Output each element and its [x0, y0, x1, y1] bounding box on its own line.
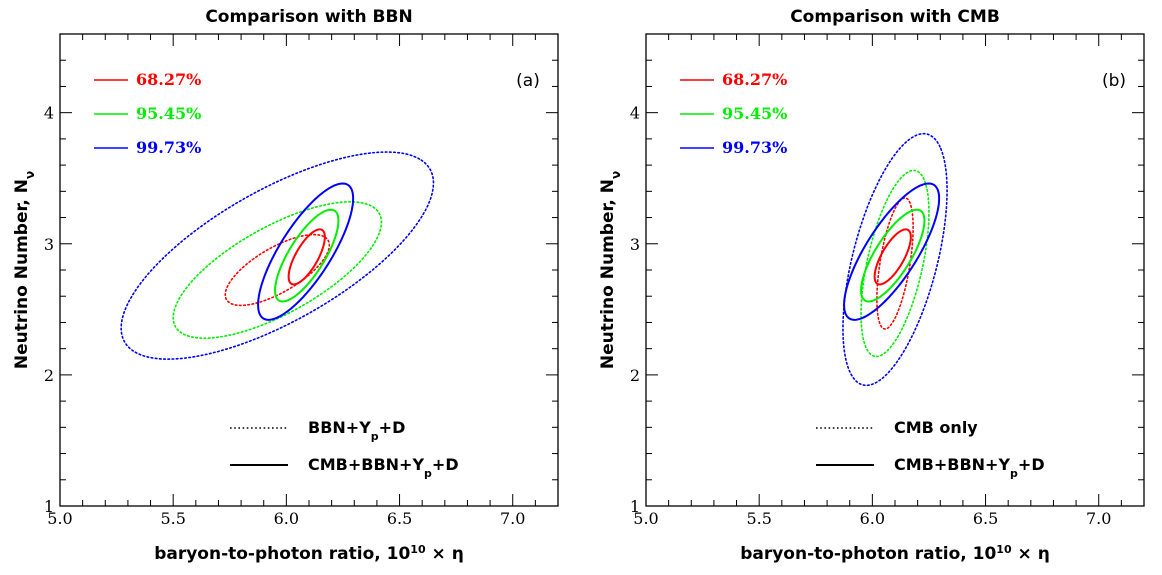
contour-dotted-95.45pct	[172, 201, 383, 339]
contour-solid-68.27pct	[287, 228, 326, 286]
x-axis-title: baryon-to-photon ratio, 1010 × η	[740, 543, 1050, 565]
contour-solid-68.27pct	[873, 228, 912, 286]
x-tick-label: 7.0	[1086, 509, 1111, 528]
x-tick-label: 7.0	[500, 509, 525, 528]
panel-tag: (a)	[516, 71, 540, 91]
y-tick-label: 4	[44, 104, 54, 123]
x-tick-label: 6.0	[274, 509, 299, 528]
contour-dotted-68.27pct	[224, 233, 331, 307]
x-tick-label: 5.0	[633, 509, 658, 528]
chart-title: Comparison with CMB	[790, 7, 1000, 27]
y-axis-title: Neutrino Number, Nν	[12, 171, 37, 369]
contour-dotted-99.73pct	[842, 132, 948, 387]
panel-tag: (b)	[1102, 71, 1126, 91]
legend-label-99.73pct: 99.73%	[136, 138, 201, 157]
legend-label-99.73pct: 99.73%	[722, 138, 787, 157]
chart-title: Comparison with BBN	[205, 7, 412, 27]
x-tick-label: 5.0	[47, 509, 72, 528]
legend-label-95.45pct: 95.45%	[722, 104, 787, 123]
x-tick-label: 6.0	[860, 509, 885, 528]
legend-label-solid: CMB+BBN+Yp+D	[308, 455, 459, 480]
y-tick-label: 1	[44, 497, 54, 516]
y-tick-label: 2	[44, 366, 54, 385]
x-axis-title: baryon-to-photon ratio, 1010 × η	[154, 543, 464, 565]
contour-solid-95.45pct	[274, 208, 340, 303]
contour-solid-99.73pct	[257, 182, 355, 321]
axis-ticks	[645, 33, 1145, 507]
x-tick-label: 5.5	[746, 509, 771, 528]
legend-label-solid: CMB+BBN+Yp+D	[894, 455, 1045, 480]
legend-label-95.45pct: 95.45%	[136, 104, 201, 123]
chart-panel-a: Comparison with BBN 5.0 5.5 6.0 6.5 7.0 1 2 3 4 ba…	[12, 7, 559, 565]
contour-solid-99.73pct	[843, 182, 941, 321]
y-tick-label: 3	[630, 235, 640, 254]
contours	[120, 151, 435, 360]
y-axis-title: Neutrino Number, Nν	[598, 171, 623, 369]
y-tick-label: 3	[44, 235, 54, 254]
legend-label-dotted: BBN+Yp+D	[308, 418, 405, 443]
contour-dotted-95.45pct	[860, 169, 930, 358]
contour-solid-95.45pct	[860, 208, 926, 303]
x-tick-label: 5.5	[160, 509, 185, 528]
contours	[842, 132, 948, 387]
legend-label-68.27pct: 68.27%	[136, 70, 201, 89]
contour-dotted-68.27pct	[876, 197, 914, 330]
chart-panel-b: Comparison with CMB 5.0 5.5 6.0 6.5 7.0 1 2 3 4 ba…	[598, 7, 1145, 565]
axis-ticks	[59, 33, 559, 507]
y-tick-label: 1	[630, 497, 640, 516]
x-tick-label: 6.5	[973, 509, 998, 528]
contour-dotted-99.73pct	[120, 151, 435, 360]
x-tick-label: 6.5	[387, 509, 412, 528]
legend-label-dotted: CMB only	[894, 418, 978, 437]
y-tick-label: 4	[630, 104, 640, 123]
legend-label-68.27pct: 68.27%	[722, 70, 787, 89]
y-tick-label: 2	[630, 366, 640, 385]
